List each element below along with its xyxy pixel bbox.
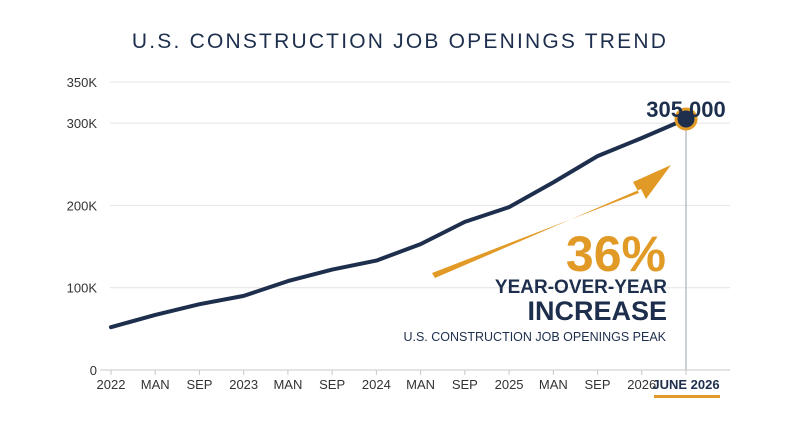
peak-marker xyxy=(674,107,698,131)
x-label-underline xyxy=(654,395,720,398)
y-tick-label: 100K xyxy=(67,281,98,296)
yoy-label: YEAR-OVER-YEAR xyxy=(495,277,667,298)
x-tick-label: 2022 xyxy=(97,377,126,392)
x-tick-label: SEP xyxy=(186,377,212,392)
y-tick-label: 350K xyxy=(67,75,98,90)
series-line xyxy=(109,117,688,330)
y-tick-label: 200K xyxy=(67,198,98,213)
peak-value-label: 305,000 xyxy=(646,97,726,122)
x-tick-label: 2025 xyxy=(495,377,524,392)
peak-caption: U.S. CONSTRUCTION JOB OPENINGS PEAK xyxy=(403,330,666,344)
x-tick-label: 2024 xyxy=(362,377,391,392)
y-tick-label: 300K xyxy=(67,116,98,131)
x-tick-label: MAN xyxy=(539,377,568,392)
x-tick-label: MAN xyxy=(406,377,435,392)
x-tick-label: 2023 xyxy=(229,377,258,392)
x-tick-label: 2026 xyxy=(627,377,656,392)
x-tick-label: SEP xyxy=(585,377,611,392)
increase-label: INCREASE xyxy=(527,296,667,326)
x-tick-label: MAN xyxy=(273,377,302,392)
percent-label: 36% xyxy=(566,226,666,282)
x-tick-label: SEP xyxy=(452,377,478,392)
x-tick-label: SEP xyxy=(319,377,345,392)
x-tick-label: MAN xyxy=(141,377,170,392)
y-tick-label: 0 xyxy=(90,363,97,378)
x-tick-label: JUNE 2026 xyxy=(652,377,719,392)
chart-title: U.S. CONSTRUCTION JOB OPENINGS TREND xyxy=(131,30,669,53)
trend-arrow xyxy=(432,165,671,278)
